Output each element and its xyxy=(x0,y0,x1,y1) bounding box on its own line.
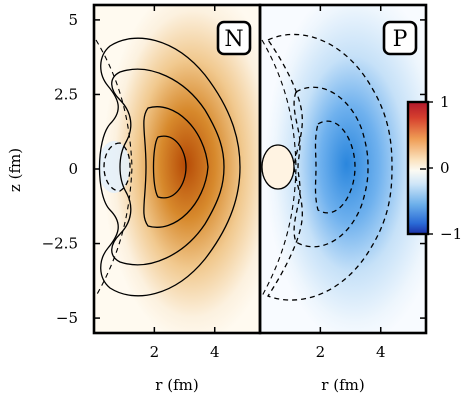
y-axis-ticks: 5 2.5 0 −2.5 −5 xyxy=(42,11,426,327)
guide-p xyxy=(261,39,297,297)
contour-p-1 xyxy=(267,33,393,301)
panel-p-positive-region xyxy=(262,145,294,189)
y-tick-label: 0 xyxy=(68,160,78,178)
x-axis-label-p: r (fm) xyxy=(321,376,364,394)
contour-p-2 xyxy=(293,86,369,248)
panel-n-label-box: N xyxy=(216,20,252,56)
contour-n-2 xyxy=(111,68,225,266)
x-tick-label: 2 xyxy=(316,343,326,361)
y-tick-label: 5 xyxy=(68,11,78,29)
x-axis-ticks: 2 4 2 4 xyxy=(150,5,386,361)
guide-n xyxy=(95,39,133,297)
x-tick-label: 2 xyxy=(150,343,160,361)
y-tick-label: −2.5 xyxy=(42,235,78,253)
panel-n-label: N xyxy=(224,27,243,52)
panel-p xyxy=(260,5,426,333)
y-tick-label: 2.5 xyxy=(54,85,78,103)
contour-p-pos xyxy=(261,144,295,190)
contour-n-4 xyxy=(152,135,187,199)
panel-p-label-box: P xyxy=(382,20,418,56)
x-tick-label: 4 xyxy=(376,343,386,361)
y-tick-label: −5 xyxy=(56,309,78,327)
contour-n-neg xyxy=(103,142,131,192)
colorbar-tick-label: 0 xyxy=(440,159,450,177)
colorbar-tick-label: 1 xyxy=(440,93,450,111)
panel-p-label: P xyxy=(393,27,408,52)
colorbar-gradient xyxy=(406,100,430,236)
contour-p-3 xyxy=(314,120,356,214)
contour-n-1 xyxy=(98,37,241,297)
x-tick-label: 4 xyxy=(210,343,220,361)
x-axis-label-n: r (fm) xyxy=(155,376,198,394)
y-axis-label: z (fm) xyxy=(6,148,24,192)
contour-n-3 xyxy=(143,106,209,228)
panel-n xyxy=(94,5,260,333)
colorbar-tick-label: −1 xyxy=(440,225,462,243)
colorbar: 1 0 −1 xyxy=(406,93,462,243)
